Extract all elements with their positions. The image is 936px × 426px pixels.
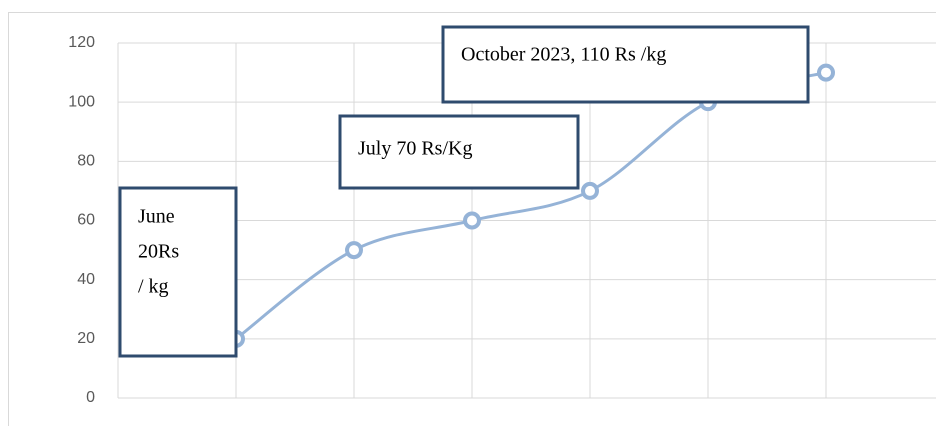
data-point [581,181,599,200]
annotation-text: 20Rs [138,241,179,263]
annotation-text: June [138,206,175,228]
y-tick-label: 120 [68,34,95,51]
annotation-box [441,25,810,104]
annotation-text: July 70 Rs/Kg [358,138,472,160]
annotation-text: October 2023, 110 Rs /kg [461,44,666,66]
y-tick-label: 0 [86,389,95,406]
y-tick-label: 20 [77,330,95,347]
y-tick-label: 60 [77,212,95,229]
y-tick-label: 100 [68,93,95,110]
data-point [817,63,835,82]
data-point [345,241,363,260]
data-point [463,211,481,230]
annotation-box [338,114,580,190]
y-tick-label: 80 [77,153,95,170]
annotation-text: / kg [138,276,169,298]
annotation-box [118,186,238,358]
y-tick-label: 40 [77,271,95,288]
